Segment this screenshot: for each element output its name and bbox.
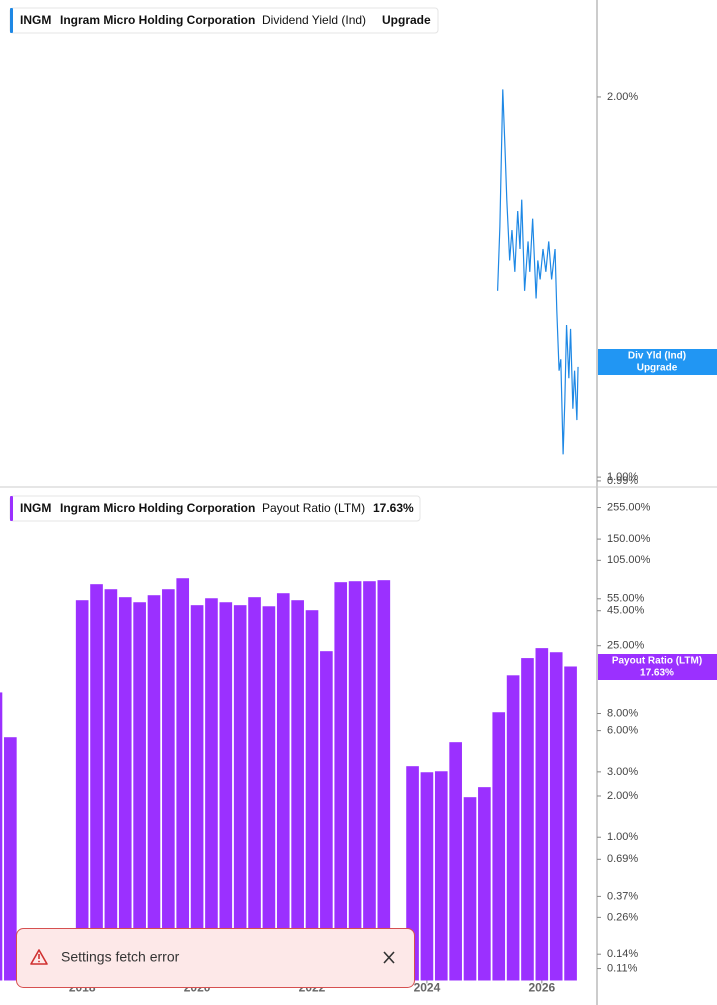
bar xyxy=(90,584,103,981)
y-tick-label: 105.00% xyxy=(607,554,651,566)
y-tick-label: 255.00% xyxy=(607,501,651,513)
legend-swatch xyxy=(10,496,13,521)
bar xyxy=(535,648,549,981)
plot-area xyxy=(0,578,577,981)
bar xyxy=(133,602,146,981)
bar xyxy=(564,666,577,981)
legend: INGM Ingram Micro Holding Corporation Di… xyxy=(9,7,439,34)
bar xyxy=(434,771,448,981)
badge-value: 17.63% xyxy=(640,668,674,679)
y-tick-label: 150.00% xyxy=(607,533,651,545)
bar xyxy=(449,742,462,981)
y-tick-label: 6.00% xyxy=(607,725,638,737)
value-badge: Div Yld (Ind) Upgrade xyxy=(598,349,717,375)
bar xyxy=(521,658,534,981)
axes: 2.00%1.00%0.99%255.00%150.00%105.00%55.0… xyxy=(81,91,651,984)
toast-message: Settings fetch error xyxy=(61,949,180,965)
bar xyxy=(262,606,276,981)
x-tick-label: 2026 xyxy=(528,981,555,995)
y-tick-label: 1.00% xyxy=(607,831,638,843)
x-tick-label: 2024 xyxy=(414,981,441,995)
badge-label: Payout Ratio (LTM) xyxy=(612,656,702,667)
bar xyxy=(320,651,333,981)
bar xyxy=(0,692,3,981)
bar xyxy=(118,597,132,981)
y-tick-label: 3.00% xyxy=(607,766,638,778)
y-tick-label: 45.00% xyxy=(607,605,645,617)
y-tick-label: 2.00% xyxy=(607,790,638,802)
close-icon[interactable] xyxy=(383,951,395,964)
bar xyxy=(219,602,233,981)
close-button[interactable] xyxy=(376,946,402,970)
plot-area xyxy=(497,89,579,455)
legend-company: Ingram Micro Holding Corporation xyxy=(60,501,255,515)
bar xyxy=(305,610,319,981)
bar xyxy=(420,772,434,981)
bar xyxy=(492,712,506,981)
legend-company: Ingram Micro Holding Corporation xyxy=(60,13,255,27)
badge-value: Upgrade xyxy=(637,363,678,374)
badge-bg xyxy=(598,654,717,680)
bar xyxy=(478,787,491,981)
bar xyxy=(248,597,261,981)
bar xyxy=(4,737,17,981)
legend-symbol: INGM xyxy=(20,501,51,515)
y-tick-label: 55.00% xyxy=(607,593,645,605)
y-tick-label: 0.37% xyxy=(607,890,638,902)
bar xyxy=(549,652,563,981)
y-tick-label: 2.00% xyxy=(607,91,638,103)
bar xyxy=(276,593,290,981)
toast: Settings fetch error xyxy=(16,928,415,988)
bar xyxy=(233,605,247,981)
bar xyxy=(377,580,391,981)
legend: INGM Ingram Micro Holding Corporation Pa… xyxy=(9,495,421,522)
legend-swatch xyxy=(10,8,13,33)
value-badge: Payout Ratio (LTM) 17.63% xyxy=(598,654,717,680)
y-tick-label: 25.00% xyxy=(607,640,645,652)
y-tick-label: 0.69% xyxy=(607,853,638,865)
y-tick-label: 0.26% xyxy=(607,911,638,923)
y-tick-label: 0.11% xyxy=(607,962,638,974)
legend-symbol: INGM xyxy=(20,13,51,27)
legend-value: 17.63% xyxy=(373,501,414,515)
y-tick-label: 8.00% xyxy=(607,707,638,719)
y-tick-label: 0.99% xyxy=(607,475,638,487)
bar xyxy=(205,598,218,981)
bar xyxy=(406,766,419,981)
bar xyxy=(190,605,204,981)
bar xyxy=(363,581,376,981)
legend-metric: Payout Ratio (LTM) xyxy=(262,501,365,515)
badge-label: Div Yld (Ind) xyxy=(628,351,686,362)
legend-value: Upgrade xyxy=(382,13,431,27)
bar xyxy=(162,589,175,981)
badge-bg xyxy=(598,349,717,375)
toast-box xyxy=(16,928,415,988)
bar xyxy=(176,578,190,981)
warning-icon xyxy=(30,949,48,965)
bar xyxy=(463,797,477,981)
warning-icon xyxy=(38,960,40,963)
bar xyxy=(506,675,520,981)
y-tick-label: 0.14% xyxy=(607,948,638,960)
y-tick-label: 1.00% xyxy=(607,471,638,483)
line xyxy=(497,89,579,455)
bar xyxy=(104,589,118,981)
bar xyxy=(334,582,348,981)
bar xyxy=(348,581,362,981)
legend-metric: Dividend Yield (Ind) xyxy=(262,13,366,27)
bar xyxy=(291,600,304,981)
bar xyxy=(75,600,89,981)
bar xyxy=(147,595,161,981)
